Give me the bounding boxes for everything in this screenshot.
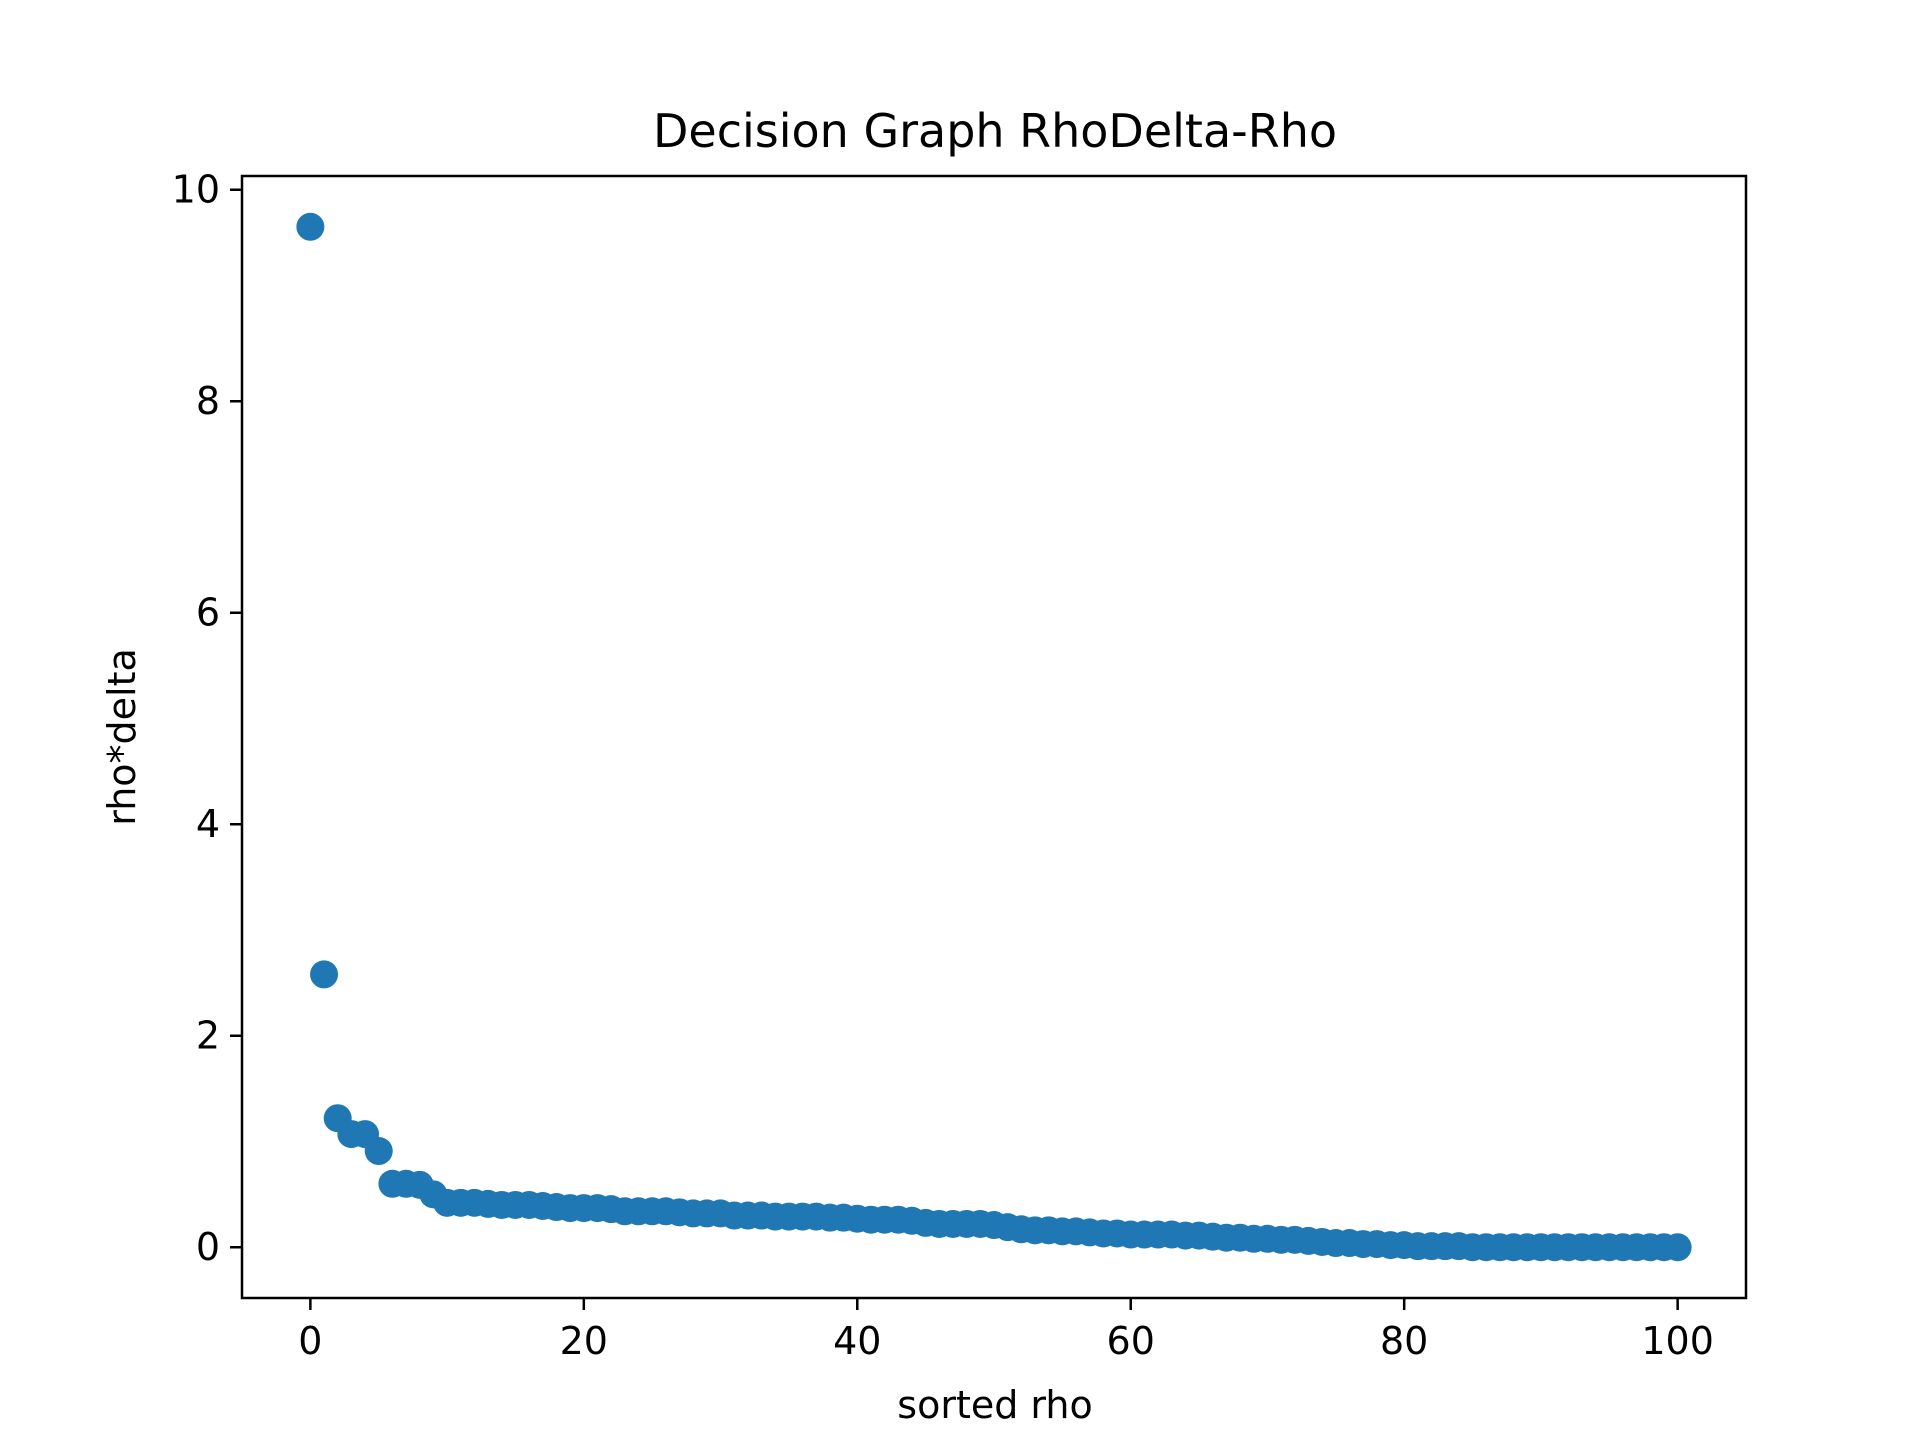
x-axis: 0 20 40 60 80 100 xyxy=(298,1298,1714,1363)
y-tick-label: 0 xyxy=(196,1225,220,1269)
data-points xyxy=(296,212,1692,1262)
x-tick-label: 0 xyxy=(298,1319,322,1363)
x-tick-label: 80 xyxy=(1380,1319,1428,1363)
y-axis-label: rho*delta xyxy=(100,648,144,826)
x-tick-label: 40 xyxy=(833,1319,881,1363)
y-tick-label: 10 xyxy=(172,168,220,212)
data-point xyxy=(310,960,339,989)
y-axis: 0 2 4 6 8 10 xyxy=(172,168,242,1269)
y-tick-label: 8 xyxy=(196,379,220,423)
data-point xyxy=(296,212,325,241)
data-point xyxy=(1663,1233,1692,1262)
x-tick-label: 60 xyxy=(1107,1319,1155,1363)
y-tick-label: 4 xyxy=(196,802,220,846)
x-tick-label: 20 xyxy=(560,1319,608,1363)
x-axis-label: sorted rho xyxy=(897,1383,1092,1427)
y-tick-label: 2 xyxy=(196,1014,220,1058)
x-tick-label: 100 xyxy=(1641,1319,1714,1363)
chart-title: Decision Graph RhoDelta-Rho xyxy=(653,104,1337,158)
data-point xyxy=(364,1137,393,1166)
y-tick-label: 6 xyxy=(196,591,220,635)
plot-frame xyxy=(240,174,1748,1300)
